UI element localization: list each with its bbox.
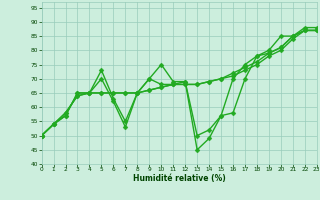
X-axis label: Humidité relative (%): Humidité relative (%) — [133, 174, 226, 183]
